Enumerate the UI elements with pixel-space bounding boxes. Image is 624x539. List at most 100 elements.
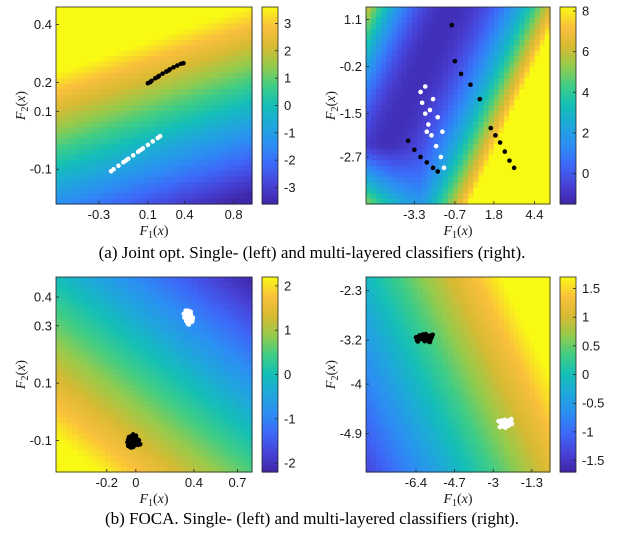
heatmap-cell [88, 287, 95, 294]
colorbar-cell [262, 436, 278, 441]
heatmap-cell [88, 407, 95, 414]
heatmap-cell [391, 7, 398, 14]
heatmap-cell [246, 50, 253, 57]
heatmap-cell [203, 176, 210, 183]
heatmap-cell [544, 182, 551, 189]
heatmap-cell [203, 358, 210, 365]
heatmap-cell [381, 287, 388, 294]
heatmap-cell [105, 277, 112, 284]
heatmap-cell [175, 298, 182, 305]
heatmap-cell [427, 325, 434, 332]
heatmap-cell [72, 347, 79, 354]
heatmap-cell [197, 7, 204, 14]
heatmap-cell [66, 450, 73, 457]
colorbar-cell [262, 174, 278, 179]
heatmap-cell [94, 100, 101, 107]
heatmap-cell [386, 83, 393, 90]
heatmap-cell [396, 417, 403, 424]
heatmap-cell [143, 12, 150, 19]
heatmap-cell [406, 293, 413, 300]
heatmap-cell [94, 171, 101, 178]
colorbar-cell [262, 167, 278, 172]
y-tick-label: 0.1 [34, 376, 52, 391]
heatmap-cell [376, 379, 382, 386]
heatmap-cell [401, 455, 408, 462]
heatmap-cell [126, 138, 133, 145]
heatmap-cell [164, 138, 171, 145]
heatmap-cell [406, 89, 413, 96]
heatmap-cell [56, 127, 63, 134]
heatmap-cell [437, 61, 444, 68]
heatmap-cell [61, 110, 68, 118]
colorbar-tick-label: -1 [284, 125, 296, 140]
heatmap-cell [432, 412, 439, 419]
heatmap-cell [447, 407, 454, 414]
heatmap-cell [192, 160, 199, 167]
heatmap-cell [208, 374, 215, 381]
heatmap-cell [473, 7, 480, 14]
heatmap-cell [371, 17, 377, 25]
heatmap-cell [478, 72, 485, 79]
heatmap-cell [376, 121, 382, 128]
heatmap-cell [458, 198, 464, 205]
heatmap-cell [519, 198, 526, 205]
heatmap-cell [427, 182, 434, 189]
heatmap-cell [132, 455, 139, 462]
heatmap-cell [366, 369, 372, 376]
heatmap-cell [230, 466, 237, 473]
heatmap-cell [246, 94, 253, 101]
heatmap-cell [417, 110, 423, 118]
heatmap-cell [99, 325, 106, 332]
heatmap-cell [208, 428, 215, 435]
heatmap-cell [121, 374, 128, 381]
heatmap-cell [376, 304, 382, 311]
heatmap-cell [224, 34, 231, 41]
heatmap-cell [386, 50, 393, 57]
heatmap-cell [246, 165, 253, 172]
heatmap-cell [406, 439, 413, 446]
heatmap-cell [493, 116, 500, 123]
heatmap-cell [498, 72, 505, 79]
heatmap-cell [366, 450, 372, 457]
heatmap-cell [170, 379, 177, 386]
heatmap-cell [493, 83, 500, 90]
heatmap-cell [442, 423, 449, 430]
heatmap-cell [386, 298, 393, 305]
heatmap-cell [417, 198, 423, 205]
heatmap-cell [213, 116, 220, 123]
heatmap-cell [509, 132, 515, 139]
heatmap-cell [246, 396, 253, 403]
heatmap-cell [56, 171, 63, 178]
heatmap-cell [132, 461, 139, 468]
heatmap-cell [88, 132, 95, 139]
heatmap-cell [66, 342, 73, 349]
heatmap-cell [396, 331, 403, 338]
heatmap-cell [386, 282, 393, 289]
heatmap-cell [246, 17, 253, 25]
heatmap-cell [381, 72, 388, 79]
heatmap-cell [391, 352, 398, 359]
heatmap-cell [143, 277, 150, 284]
heatmap-cell [422, 407, 428, 414]
heatmap-cell [509, 105, 515, 112]
heatmap-cell [493, 17, 500, 25]
heatmap-cell [219, 428, 226, 435]
heatmap-cell [170, 439, 177, 446]
heatmap-cell [447, 56, 454, 63]
heatmap-cell [56, 374, 63, 381]
heatmap-cell [56, 293, 63, 300]
heatmap-cell [56, 61, 63, 68]
heatmap-cell [154, 7, 161, 14]
heatmap-cell [437, 149, 444, 156]
heatmap-cell [61, 363, 68, 370]
heatmap-cell [56, 23, 63, 30]
heatmap-cell [83, 342, 90, 349]
heatmap-cell [83, 358, 90, 365]
heatmap-cell [88, 100, 95, 107]
heatmap-cell [230, 89, 237, 96]
heatmap-cell [235, 461, 242, 468]
heatmap-cell [544, 50, 551, 57]
heatmap-cell [478, 7, 485, 14]
colorbar-cell [262, 131, 278, 136]
heatmap-cell [483, 171, 490, 178]
